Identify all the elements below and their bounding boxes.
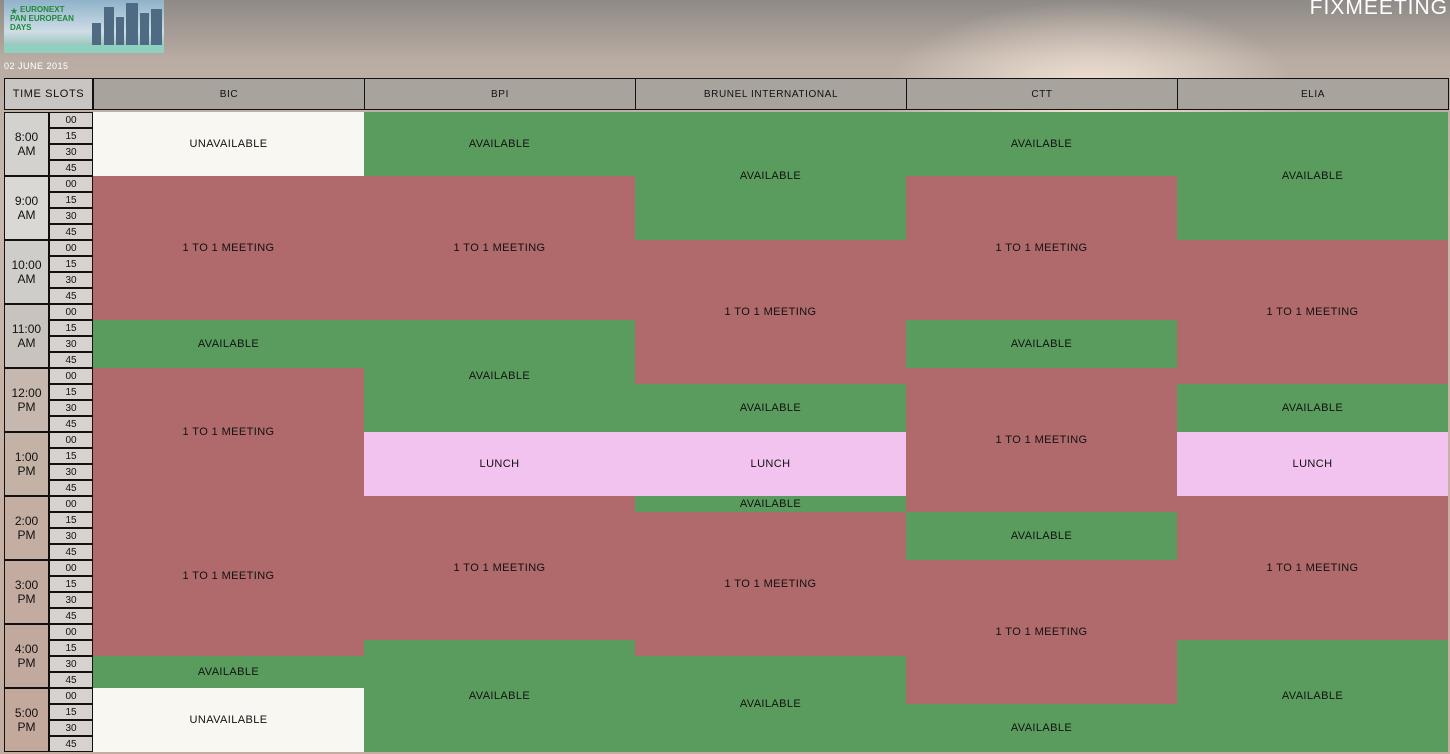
hour-label: 3:00 PM — [4, 560, 49, 624]
company-header-bic[interactable]: BIC — [93, 78, 365, 110]
company-header-brunel-international[interactable]: BRUNEL INTERNATIONAL — [635, 78, 907, 110]
hour-label: 1:00 PM — [4, 432, 49, 496]
meeting-block: 1 TO 1 MEETING — [635, 512, 906, 656]
hour-label: 10:00 AM — [4, 240, 49, 304]
minute-slot: 15 — [49, 192, 93, 208]
available-block[interactable]: AVAILABLE — [906, 320, 1177, 368]
meeting-block: 1 TO 1 MEETING — [906, 176, 1177, 320]
available-block[interactable]: AVAILABLE — [364, 320, 635, 432]
meeting-block: 1 TO 1 MEETING — [1177, 496, 1448, 640]
minute-slot: 00 — [49, 560, 93, 576]
minute-slot: 15 — [49, 704, 93, 720]
logo-line-2: PAN EUROPEAN — [10, 14, 74, 23]
meeting-block: 1 TO 1 MEETING — [93, 368, 364, 496]
minute-slot: 45 — [49, 416, 93, 432]
meeting-block: 1 TO 1 MEETING — [364, 176, 635, 320]
minute-slot: 00 — [49, 432, 93, 448]
lunch-block: LUNCH — [635, 432, 906, 496]
euronext-logo: ★ EURONEXT PAN EUROPEAN DAYS — [4, 0, 164, 53]
minute-slot: 45 — [49, 288, 93, 304]
hour-label: 5:00 PM — [4, 688, 49, 752]
available-block[interactable]: AVAILABLE — [635, 112, 906, 240]
meeting-block: 1 TO 1 MEETING — [93, 176, 364, 320]
meeting-block: 1 TO 1 MEETING — [635, 240, 906, 384]
minute-slot: 45 — [49, 544, 93, 560]
available-block[interactable]: AVAILABLE — [1177, 384, 1448, 432]
minute-slot: 30 — [49, 592, 93, 608]
available-block[interactable]: AVAILABLE — [93, 656, 364, 688]
minute-slot: 30 — [49, 336, 93, 352]
minute-slot: 45 — [49, 736, 93, 752]
company-header-bpi[interactable]: BPI — [364, 78, 636, 110]
minute-slot: 00 — [49, 496, 93, 512]
minute-slot: 15 — [49, 576, 93, 592]
available-block[interactable]: AVAILABLE — [906, 704, 1177, 752]
hour-label: 2:00 PM — [4, 496, 49, 560]
minute-slot: 15 — [49, 640, 93, 656]
minute-slot: 15 — [49, 320, 93, 336]
available-block[interactable]: AVAILABLE — [364, 640, 635, 752]
available-block[interactable]: AVAILABLE — [906, 512, 1177, 560]
logo-line-3: DAYS — [10, 23, 32, 32]
minute-slot: 30 — [49, 528, 93, 544]
star-icon: ★ — [10, 6, 19, 16]
minute-slot: 15 — [49, 512, 93, 528]
minute-slot: 30 — [49, 272, 93, 288]
available-block[interactable]: AVAILABLE — [635, 656, 906, 752]
minute-slot: 15 — [49, 448, 93, 464]
minute-slot: 30 — [49, 720, 93, 736]
minute-slot: 00 — [49, 368, 93, 384]
minute-slot: 45 — [49, 608, 93, 624]
lunch-block: LUNCH — [364, 432, 635, 496]
available-block[interactable]: AVAILABLE — [364, 112, 635, 176]
minute-slot: 00 — [49, 304, 93, 320]
meeting-block: 1 TO 1 MEETING — [93, 496, 364, 656]
hour-label: 9:00 AM — [4, 176, 49, 240]
minute-slot: 30 — [49, 144, 93, 160]
minute-slot: 00 — [49, 112, 93, 128]
schedule-date: 02 JUNE 2015 — [4, 61, 69, 71]
meeting-block: 1 TO 1 MEETING — [364, 496, 635, 640]
minute-slot: 30 — [49, 208, 93, 224]
hour-label: 8:00 AM — [4, 112, 49, 176]
meeting-block: 1 TO 1 MEETING — [1177, 240, 1448, 384]
minute-slot: 45 — [49, 224, 93, 240]
minute-slot: 00 — [49, 176, 93, 192]
company-header-elia[interactable]: ELIA — [1177, 78, 1449, 110]
hour-label: 11:00 AM — [4, 304, 49, 368]
minute-slot: 45 — [49, 672, 93, 688]
meeting-block: 1 TO 1 MEETING — [906, 368, 1177, 512]
available-block[interactable]: AVAILABLE — [906, 112, 1177, 176]
minute-slot: 15 — [49, 256, 93, 272]
minute-slot: 30 — [49, 464, 93, 480]
minute-slot: 15 — [49, 384, 93, 400]
minute-slot: 00 — [49, 688, 93, 704]
minute-slot: 45 — [49, 480, 93, 496]
logo-line-1: EURONEXT — [20, 5, 65, 14]
time-slots-header: TIME SLOTS — [4, 78, 93, 110]
lunch-block: LUNCH — [1177, 432, 1448, 496]
unavailable-block: UNAVAILABLE — [93, 112, 364, 176]
unavailable-block: UNAVAILABLE — [93, 688, 364, 752]
minute-slot: 45 — [49, 160, 93, 176]
available-block[interactable]: AVAILABLE — [635, 384, 906, 432]
minute-slot: 00 — [49, 240, 93, 256]
brand-name: FIXMEETING — [1309, 0, 1448, 19]
minute-slot: 15 — [49, 128, 93, 144]
meeting-block: 1 TO 1 MEETING — [906, 560, 1177, 704]
available-block[interactable]: AVAILABLE — [1177, 112, 1448, 240]
minute-slot: 30 — [49, 400, 93, 416]
company-header-ctt[interactable]: CTT — [906, 78, 1178, 110]
hour-label: 4:00 PM — [4, 624, 49, 688]
available-block[interactable]: AVAILABLE — [1177, 640, 1448, 752]
hour-label: 12:00 PM — [4, 368, 49, 432]
available-block[interactable]: AVAILABLE — [635, 496, 906, 512]
minute-slot: 30 — [49, 656, 93, 672]
available-block[interactable]: AVAILABLE — [93, 320, 364, 368]
minute-slot: 45 — [49, 352, 93, 368]
minute-slot: 00 — [49, 624, 93, 640]
